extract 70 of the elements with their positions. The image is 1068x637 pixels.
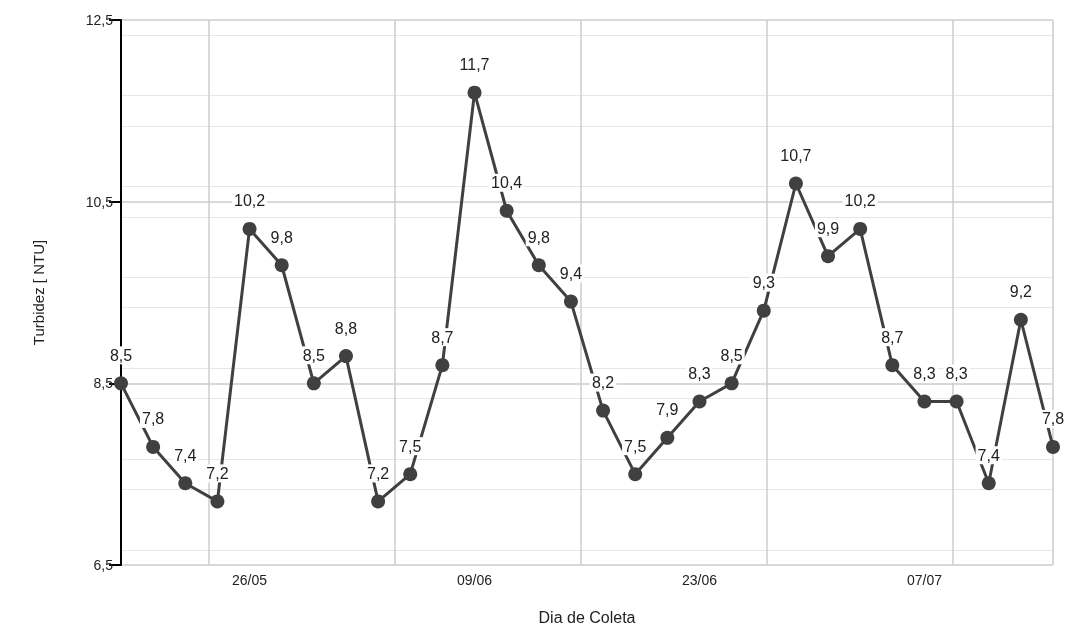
data-label: 10,4 <box>491 174 523 192</box>
data-label: 7,4 <box>977 446 1000 464</box>
x-tick-label: 23/06 <box>681 572 718 588</box>
data-label: 9,4 <box>559 265 583 283</box>
point <box>274 258 289 273</box>
point <box>1046 439 1060 454</box>
data-label: 9,9 <box>816 219 840 237</box>
data-label: 7,9 <box>656 401 679 419</box>
data-label: 9,8 <box>270 228 293 246</box>
data-label: 8,3 <box>945 365 968 382</box>
point <box>210 494 225 509</box>
point <box>531 258 546 273</box>
point <box>692 394 707 409</box>
data-label: 8,7 <box>431 328 454 346</box>
data-label: 7,8 <box>1041 410 1065 428</box>
data-label: 7,2 <box>206 464 229 482</box>
point <box>563 294 578 309</box>
point <box>788 176 803 191</box>
point <box>917 394 932 409</box>
x-tick-label: 26/05 <box>232 572 268 588</box>
y-tick-label: 10,5 <box>85 193 114 210</box>
point <box>756 303 771 318</box>
y-tick-label: 12,5 <box>85 12 114 28</box>
point <box>371 494 386 509</box>
y-tick-label: 6,5 <box>93 557 114 573</box>
data-label: 7,5 <box>399 437 422 455</box>
point <box>885 358 900 373</box>
data-label: 8,8 <box>334 319 358 337</box>
data-label: 8,5 <box>720 346 743 364</box>
data-label: 8,3 <box>688 365 711 382</box>
point <box>660 430 675 445</box>
point <box>1013 312 1028 327</box>
data-label: 10,2 <box>233 192 266 210</box>
point <box>242 221 257 236</box>
data-label: 9,2 <box>1009 283 1033 301</box>
point <box>306 376 321 391</box>
data-label: 7,4 <box>174 446 197 464</box>
y-axis-title: Turbidez [ NTU] <box>30 239 47 346</box>
point <box>178 476 193 491</box>
point <box>435 358 450 373</box>
point <box>628 467 643 482</box>
point <box>467 85 482 100</box>
point <box>596 403 611 418</box>
data-label: 10,7 <box>780 147 812 164</box>
data-label: 8,5 <box>302 346 326 364</box>
data-label: 7,2 <box>366 464 390 482</box>
point <box>146 439 161 454</box>
x-tick-label: 09/06 <box>456 572 493 588</box>
point <box>338 349 353 364</box>
data-label: 8,3 <box>913 365 936 382</box>
data-label: 8,5 <box>109 346 133 364</box>
point <box>949 394 964 409</box>
y-tick-label: 8,5 <box>93 375 114 392</box>
point <box>403 467 418 482</box>
data-label: 10,2 <box>844 192 876 210</box>
x-tick-label: 07/07 <box>906 572 943 588</box>
data-label: 7,5 <box>624 437 647 455</box>
data-label: 7,8 <box>142 410 165 428</box>
point <box>981 476 996 491</box>
x-axis-title: Dia de Coleta <box>538 608 636 626</box>
point <box>499 203 514 218</box>
point <box>114 376 128 391</box>
point <box>853 221 868 236</box>
data-label: 8,2 <box>591 374 615 392</box>
point <box>821 249 836 264</box>
data-label: 9,3 <box>752 274 775 292</box>
data-label: 8,7 <box>881 328 904 346</box>
data-label: 11,7 <box>459 56 490 74</box>
data-label: 9,8 <box>527 228 551 246</box>
point <box>724 376 739 391</box>
